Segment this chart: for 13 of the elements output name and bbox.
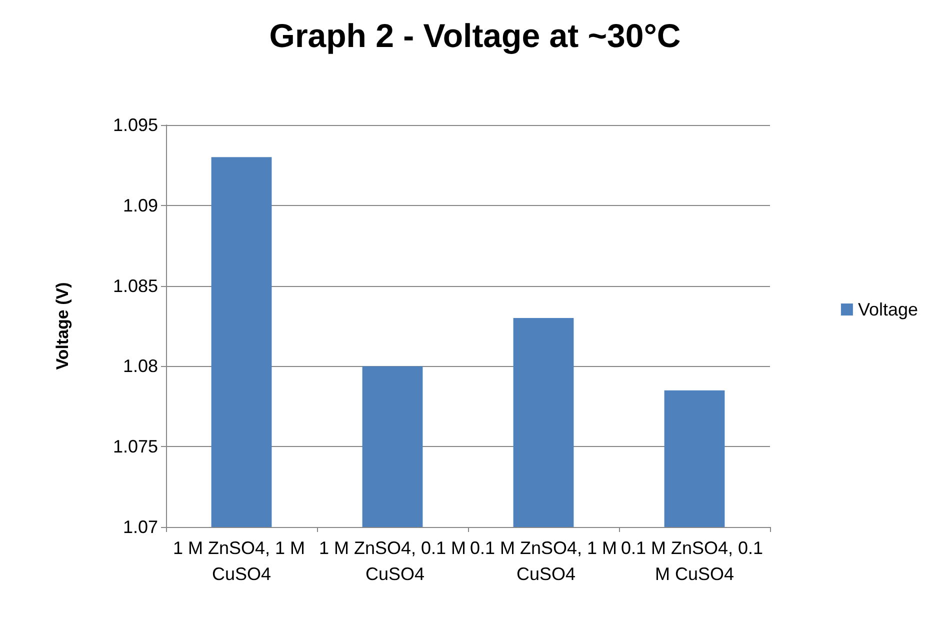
y-tick-label: 1.09	[122, 195, 158, 216]
chart-title: Graph 2 - Voltage at ~30°C	[269, 17, 681, 54]
y-tick-label: 1.085	[112, 276, 158, 296]
x-tick-label: 0.1 M ZnSO4, 1 M CuSO4	[470, 538, 618, 584]
x-tick-label: 1 M ZnSO4, 1 M CuSO4	[172, 538, 310, 584]
y-axis-title: Voltage (V)	[53, 282, 72, 370]
y-tick-label: 1.07	[122, 517, 158, 537]
x-tick-label: 0.1 M ZnSO4, 0.1 M CuSO4	[620, 538, 768, 584]
x-tick-label: 1 M ZnSO4, 0.1 M CuSO4	[318, 538, 466, 584]
y-tick-label: 1.095	[112, 115, 158, 135]
y-tick-label: 1.075	[112, 436, 158, 457]
legend-label: Voltage	[858, 300, 918, 320]
y-tick-label: 1.08	[122, 356, 158, 376]
